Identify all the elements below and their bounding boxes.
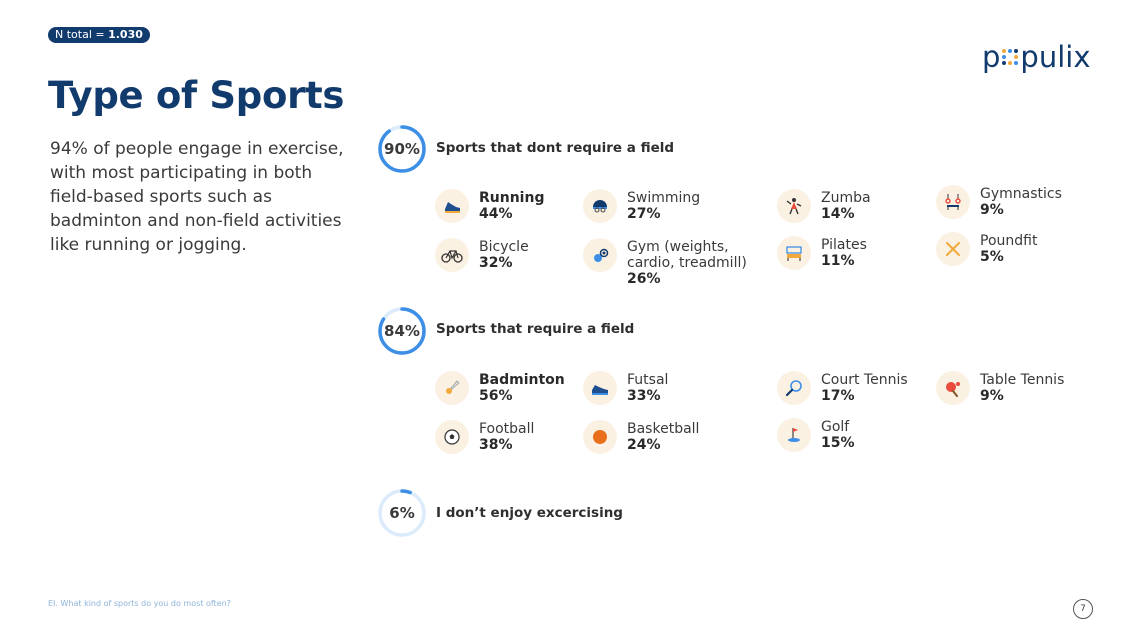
shuttlecock-icon [435, 371, 469, 405]
progress-ring-icon [378, 307, 426, 355]
running-shoe-icon [435, 189, 469, 223]
golf-flag-icon [777, 418, 811, 452]
intro-text: 94% of people engage in exercise, with m… [50, 139, 344, 255]
ring-field: 84% [378, 307, 426, 355]
logo-dots-icon [1002, 49, 1019, 65]
ring-percent: 90% [384, 140, 420, 158]
page-title: Type of Sports [48, 74, 345, 117]
sport-pilates: Pilates 11% [777, 236, 867, 270]
swim-cap-icon [583, 189, 617, 223]
populix-logo: p pulix [982, 40, 1091, 74]
sport-zumba: Zumba 14% [777, 189, 871, 223]
ping-pong-icon [936, 371, 970, 405]
badge-label: N total = [55, 28, 109, 41]
sample-size-badge: N total = 1.030 [48, 27, 150, 43]
drumsticks-icon [936, 232, 970, 266]
dancer-icon [777, 189, 811, 223]
sport-golf: Golf 15% [777, 418, 855, 452]
badge-value: 1.030 [108, 28, 143, 41]
basketball-icon [583, 420, 617, 454]
survey-question-footnote: EI. What kind of sports do you do most o… [48, 599, 231, 608]
page-number: 7 [1073, 599, 1093, 619]
ring-percent: 6% [389, 504, 415, 522]
progress-ring-icon [378, 489, 426, 537]
sport-football: Football 38% [435, 420, 534, 454]
pilates-icon [777, 236, 811, 270]
progress-ring-icon [378, 125, 426, 173]
ring-no-field: 90% [378, 125, 426, 173]
rings-icon [936, 185, 970, 219]
sport-gym: Gym (weights, cardio, treadmill) 26% [583, 238, 747, 287]
ring-no-exercise: 6% [378, 489, 426, 537]
section-title-no-exercise: I don’t enjoy excercising [436, 505, 623, 521]
section-title-no-field: Sports that dont require a field [436, 140, 675, 156]
bicycle-icon [435, 238, 469, 272]
sport-basketball: Basketball 24% [583, 420, 699, 454]
sport-poundfit: Poundfit 5% [936, 232, 1037, 266]
sport-table-tennis: Table Tennis 9% [936, 371, 1064, 405]
futsal-shoe-icon [583, 371, 617, 405]
sport-swimming: Swimming 27% [583, 189, 700, 223]
tennis-racket-icon [777, 371, 811, 405]
sport-futsal: Futsal 33% [583, 371, 668, 405]
ring-percent: 84% [384, 322, 420, 340]
football-icon [435, 420, 469, 454]
sport-court-tennis: Court Tennis 17% [777, 371, 908, 405]
sport-bicycle: Bicycle 32% [435, 238, 529, 272]
section-title-field: Sports that require a field [436, 321, 635, 337]
sport-running: Running 44% [435, 189, 544, 223]
sport-gymnastics: Gymnastics 9% [936, 185, 1062, 219]
sport-badminton: Badminton 56% [435, 371, 565, 405]
kettlebell-icon [583, 238, 617, 272]
